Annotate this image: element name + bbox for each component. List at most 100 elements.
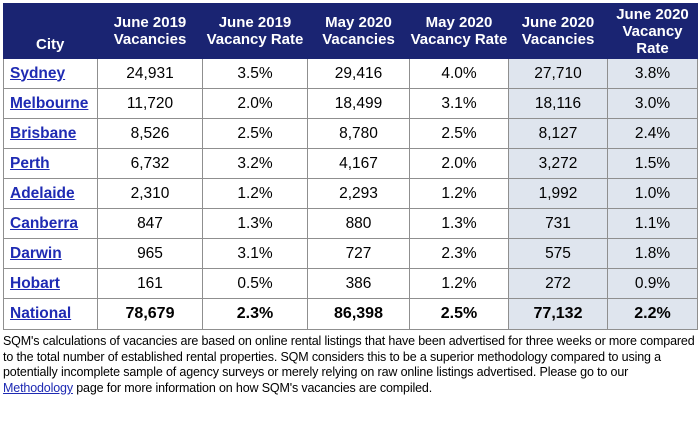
header-line2: Vacancy Rate — [410, 31, 508, 48]
value-cell: 575 — [508, 238, 608, 269]
value-cell: 386 — [307, 268, 410, 299]
city-cell: National — [3, 298, 98, 330]
value-cell: 1.3% — [202, 208, 308, 239]
city-cell: Melbourne — [3, 88, 98, 119]
header-june-2020-vacancies: June 2020 Vacancies — [508, 3, 608, 59]
value-cell: 29,416 — [307, 58, 410, 89]
value-cell: 1.2% — [202, 178, 308, 209]
city-link[interactable]: Canberra — [10, 214, 79, 232]
value-cell: 8,780 — [307, 118, 410, 149]
header-row: City June 2019 Vacancies June 2019 Vacancy… — [3, 3, 698, 59]
value-cell: 1.2% — [409, 178, 509, 209]
value-cell: 1.5% — [607, 148, 698, 179]
header-line2: Vacancy Rate — [206, 31, 304, 48]
value-cell: 3.1% — [409, 88, 509, 119]
value-cell: 3.8% — [607, 58, 698, 89]
header-june-2020-vacancy-rate: June 2020 Vacancy Rate — [607, 3, 698, 59]
value-cell: 27,710 — [508, 58, 608, 89]
header-line1: June 2019 — [218, 14, 292, 31]
value-cell: 1,992 — [508, 178, 608, 209]
table-row: National 78,679 2.3% 86,398 2.5% 77,132 2.2% — [3, 298, 698, 330]
value-cell: 3.0% — [607, 88, 698, 119]
value-cell: 847 — [97, 208, 203, 239]
city-cell: Adelaide — [3, 178, 98, 209]
value-cell: 731 — [508, 208, 608, 239]
city-link[interactable]: Hobart — [10, 274, 60, 292]
value-cell: 77,132 — [508, 298, 608, 330]
value-cell: 2.0% — [202, 88, 308, 119]
value-cell: 2.5% — [202, 118, 308, 149]
value-cell: 3.1% — [202, 238, 308, 269]
value-cell: 727 — [307, 238, 410, 269]
value-cell: 2.5% — [409, 298, 509, 330]
city-cell: Canberra — [3, 208, 98, 239]
table-row: Adelaide 2,310 1.2% 2,293 1.2% 1,992 1.0% — [3, 178, 698, 209]
city-link[interactable]: Sydney — [10, 64, 66, 82]
value-cell: 272 — [508, 268, 608, 299]
table-row: Hobart 161 0.5% 386 1.2% 272 0.9% — [3, 268, 698, 299]
city-cell: Sydney — [3, 58, 98, 89]
value-cell: 2.3% — [202, 298, 308, 330]
value-cell: 8,526 — [97, 118, 203, 149]
header-june-2019-vacancies: June 2019 Vacancies — [97, 3, 203, 59]
value-cell: 1.3% — [409, 208, 509, 239]
vacancy-table-container: City June 2019 Vacancies June 2019 Vacancy… — [3, 3, 698, 396]
header-line1: June 2020 — [521, 14, 595, 31]
city-link[interactable]: Darwin — [10, 244, 62, 262]
value-cell: 4,167 — [307, 148, 410, 179]
table-row: Sydney 24,931 3.5% 29,416 4.0% 27,710 3.8% — [3, 58, 698, 89]
value-cell: 2.4% — [607, 118, 698, 149]
value-cell: 2.0% — [409, 148, 509, 179]
methodology-link[interactable]: Methodology — [3, 380, 73, 395]
value-cell: 8,127 — [508, 118, 608, 149]
value-cell: 2,293 — [307, 178, 410, 209]
value-cell: 2,310 — [97, 178, 203, 209]
city-link[interactable]: Brisbane — [10, 124, 77, 142]
value-cell: 18,116 — [508, 88, 608, 119]
value-cell: 78,679 — [97, 298, 203, 330]
header-line2: Vacancy Rate — [622, 22, 683, 57]
header-line2: Vacancies — [521, 31, 595, 48]
value-cell: 880 — [307, 208, 410, 239]
value-cell: 1.1% — [607, 208, 698, 239]
city-link[interactable]: National — [10, 305, 72, 322]
city-link[interactable]: Perth — [10, 154, 50, 172]
value-cell: 965 — [97, 238, 203, 269]
header-line2: Vacancies — [322, 31, 395, 48]
header-city: City — [3, 3, 98, 59]
header-line1: May 2020 — [425, 14, 493, 31]
value-cell: 2.2% — [607, 298, 698, 330]
value-cell: 2.5% — [409, 118, 509, 149]
value-cell: 3.2% — [202, 148, 308, 179]
table-row: Brisbane 8,526 2.5% 8,780 2.5% 8,127 2.4% — [3, 118, 698, 149]
table-row: Darwin 965 3.1% 727 2.3% 575 1.8% — [3, 238, 698, 269]
value-cell: 1.2% — [409, 268, 509, 299]
value-cell: 6,732 — [97, 148, 203, 179]
value-cell: 86,398 — [307, 298, 410, 330]
header-june-2019-vacancy-rate: June 2019 Vacancy Rate — [202, 3, 308, 59]
header-line2: Vacancies — [113, 31, 187, 48]
note-text-after: page for more information on how SQM's v… — [72, 380, 433, 395]
value-cell: 11,720 — [97, 88, 203, 119]
city-link[interactable]: Adelaide — [10, 184, 75, 202]
header-line1: May 2020 — [325, 14, 392, 31]
value-cell: 4.0% — [409, 58, 509, 89]
city-cell: Brisbane — [3, 118, 98, 149]
header-may-2020-vacancy-rate: May 2020 Vacancy Rate — [409, 3, 509, 59]
city-cell: Perth — [3, 148, 98, 179]
city-cell: Darwin — [3, 238, 98, 269]
table-body: Sydney 24,931 3.5% 29,416 4.0% 27,710 3.8% Melb… — [3, 58, 698, 330]
value-cell: 0.5% — [202, 268, 308, 299]
value-cell: 161 — [97, 268, 203, 299]
header-line1: June 2019 — [113, 14, 187, 31]
table-row: Canberra 847 1.3% 880 1.3% 731 1.1% — [3, 208, 698, 239]
city-cell: Hobart — [3, 268, 98, 299]
header-may-2020-vacancies: May 2020 Vacancies — [307, 3, 410, 59]
value-cell: 3.5% — [202, 58, 308, 89]
value-cell: 1.0% — [607, 178, 698, 209]
methodology-note: SQM's calculations of vacancies are base… — [3, 334, 697, 396]
value-cell: 3,272 — [508, 148, 608, 179]
table-row: Perth 6,732 3.2% 4,167 2.0% 3,272 1.5% — [3, 148, 698, 179]
value-cell: 18,499 — [307, 88, 410, 119]
city-link[interactable]: Melbourne — [10, 94, 89, 112]
